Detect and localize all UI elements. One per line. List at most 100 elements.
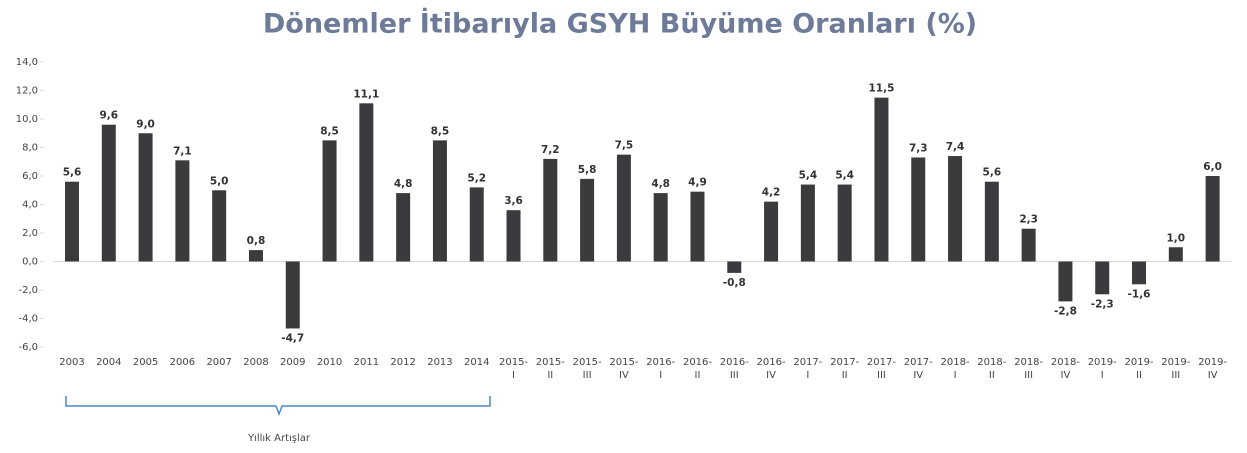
value-label: 7,5	[615, 140, 634, 152]
value-label: -2,3	[1091, 298, 1114, 310]
y-tick-label: 14,0	[16, 57, 38, 68]
x-tick-line: 2019-	[1088, 357, 1117, 368]
value-label: 6,0	[1203, 161, 1222, 173]
x-tick-line: II	[989, 370, 995, 381]
x-tick-line: III	[877, 370, 886, 381]
value-label: 5,4	[799, 170, 818, 182]
x-tick-label: 2017- III	[867, 357, 896, 381]
bar	[285, 261, 300, 329]
bar	[212, 190, 227, 262]
value-label: 7,4	[946, 141, 965, 153]
value-label: -2,8	[1054, 305, 1077, 317]
value-label: 5,2	[467, 172, 486, 184]
x-tick-line: IV	[619, 370, 629, 381]
x-tick-line: 2017-	[793, 357, 822, 368]
x-tick-line: 2018-	[941, 357, 970, 368]
x-tick-label: 2015- IV	[609, 357, 638, 381]
x-tick-label: 2018- IV	[1051, 357, 1080, 381]
chart-title: Dönemler İtibarıyla GSYH Büyüme Oranları…	[263, 8, 977, 40]
bar	[101, 124, 116, 262]
value-label: 8,5	[431, 125, 450, 137]
x-tick-label: 2018- I	[941, 357, 970, 381]
x-tick-line: 2015-	[609, 357, 638, 368]
value-label: 11,1	[353, 88, 379, 100]
bar	[138, 133, 153, 262]
y-tick-label: 12,0	[16, 86, 38, 97]
x-tick-label: 2018- II	[977, 357, 1006, 381]
x-tick-line: I	[659, 370, 662, 381]
value-label: -4,7	[281, 332, 304, 344]
bar	[1058, 261, 1073, 302]
value-label: 7,1	[173, 145, 192, 157]
x-tick-line: 2016-	[720, 357, 749, 368]
x-tick-line: II	[1136, 370, 1142, 381]
x-tick-line: IV	[913, 370, 923, 381]
x-tick-line: II	[695, 370, 701, 381]
value-label: 7,3	[909, 142, 928, 154]
value-label: 5,0	[210, 175, 229, 187]
bar	[396, 193, 411, 262]
value-label: 2,3	[1019, 214, 1038, 226]
x-tick-line: III	[1024, 370, 1033, 381]
x-tick-line: 2017-	[867, 357, 896, 368]
x-tick-line: I	[806, 370, 809, 381]
bar	[543, 158, 558, 262]
x-tick-line: 2019-	[1161, 357, 1190, 368]
x-tick-label: 2016- II	[683, 357, 712, 381]
y-tick-label: 4,0	[22, 200, 38, 211]
x-tick-label: 2007	[206, 357, 231, 368]
x-tick-line: II	[547, 370, 553, 381]
x-tick-label: 2019- II	[1124, 357, 1153, 381]
x-tick-label: 2005	[133, 357, 158, 368]
x-tick-label: 2014	[464, 357, 489, 368]
value-label: 9,6	[99, 110, 118, 122]
bar	[359, 103, 374, 262]
y-tick-label: -2,0	[18, 285, 38, 296]
x-tick-label: 2019- III	[1161, 357, 1190, 381]
x-tick-line: III	[583, 370, 592, 381]
value-label: 4,8	[651, 178, 670, 190]
y-tick-label: 8,0	[22, 143, 38, 154]
annotation: Yıllık Artışlar	[247, 433, 311, 444]
value-label: 4,2	[762, 187, 781, 199]
x-tick-line: 2018-	[977, 357, 1006, 368]
bar	[1205, 176, 1220, 262]
bar	[800, 184, 815, 262]
bar	[727, 261, 742, 273]
value-label: 8,5	[320, 125, 339, 137]
bar	[175, 160, 190, 262]
x-tick-line: I	[1101, 370, 1104, 381]
x-tick-line: 2015-	[499, 357, 528, 368]
x-tick-line: IV	[1208, 370, 1218, 381]
value-label: 3,6	[504, 195, 523, 207]
x-tick-line: II	[842, 370, 848, 381]
value-label: 1,0	[1167, 232, 1186, 244]
x-tick-line: IV	[1061, 370, 1071, 381]
bar	[1168, 247, 1183, 262]
x-tick-line: 2017-	[904, 357, 933, 368]
bar	[911, 157, 926, 262]
value-label: -0,8	[723, 277, 746, 289]
x-tick-label: 2019- I	[1088, 357, 1117, 381]
x-tick-label: 2008	[243, 357, 268, 368]
x-tick-label: 2016- IV	[757, 357, 786, 381]
y-tick-label: -6,0	[18, 342, 38, 353]
x-tick-label: 2019- IV	[1198, 357, 1227, 381]
x-tick-line: 2018-	[1014, 357, 1043, 368]
value-label: -1,6	[1128, 288, 1151, 300]
value-label: 7,2	[541, 144, 560, 156]
bar	[64, 181, 79, 262]
bar	[1095, 261, 1110, 295]
bar	[874, 97, 889, 262]
bar	[948, 156, 963, 262]
value-label: 5,4	[835, 170, 854, 182]
x-tick-line: I	[954, 370, 957, 381]
x-tick-label: 2010	[317, 357, 342, 368]
value-label: 11,5	[868, 83, 894, 95]
bar	[653, 193, 668, 262]
x-tick-line: 2015-	[536, 357, 565, 368]
value-label: 5,6	[63, 167, 82, 179]
bar	[432, 140, 447, 262]
x-tick-line: 2018-	[1051, 357, 1080, 368]
